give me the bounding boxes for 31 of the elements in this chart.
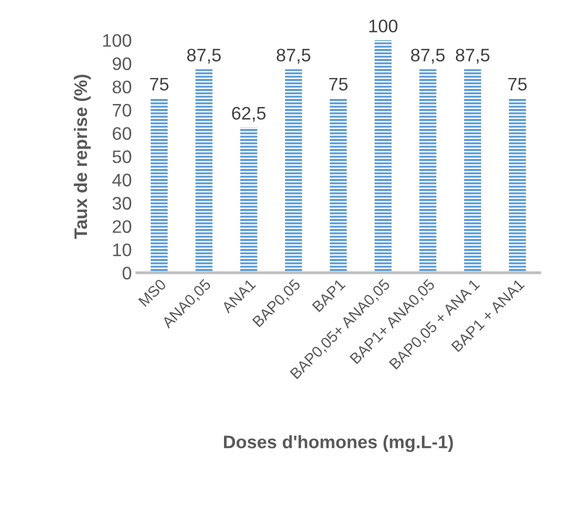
data-label: 100 <box>369 20 398 32</box>
y-tick-label: 80 <box>112 80 132 94</box>
y-tick-label: 60 <box>112 127 132 140</box>
y-tick-label: 20 <box>112 220 132 233</box>
y-tick-label: 70 <box>112 104 132 117</box>
y-tick-label: 100 <box>103 34 132 47</box>
data-label: 62,5 <box>232 106 266 122</box>
data-label: 75 <box>329 78 348 91</box>
data-label: 87,5 <box>456 48 490 64</box>
bar <box>240 127 258 273</box>
y-tick-label: 50 <box>112 150 132 164</box>
bar <box>374 40 392 273</box>
bar <box>419 69 436 273</box>
bar <box>150 98 168 273</box>
y-tick-label: 10 <box>113 243 132 256</box>
data-label: 75 <box>150 78 168 91</box>
bar <box>195 69 212 273</box>
y-axis-title: Taux de reprise (%) <box>74 74 91 239</box>
y-tick-label: 90 <box>112 57 132 70</box>
bar <box>330 98 347 273</box>
y-tick-label: 0 <box>122 266 132 280</box>
bar <box>285 69 302 273</box>
x-axis-title: Doses d'homones (mg.L-1) <box>224 435 453 452</box>
data-label: 87,5 <box>411 48 445 64</box>
data-label: 87,5 <box>187 48 221 64</box>
y-tick-label: 30 <box>112 196 132 210</box>
bar <box>508 98 526 273</box>
y-tick-label: 40 <box>112 174 132 186</box>
data-label: 87,5 <box>276 48 310 64</box>
bar <box>464 69 482 273</box>
data-label: 75 <box>508 78 527 91</box>
